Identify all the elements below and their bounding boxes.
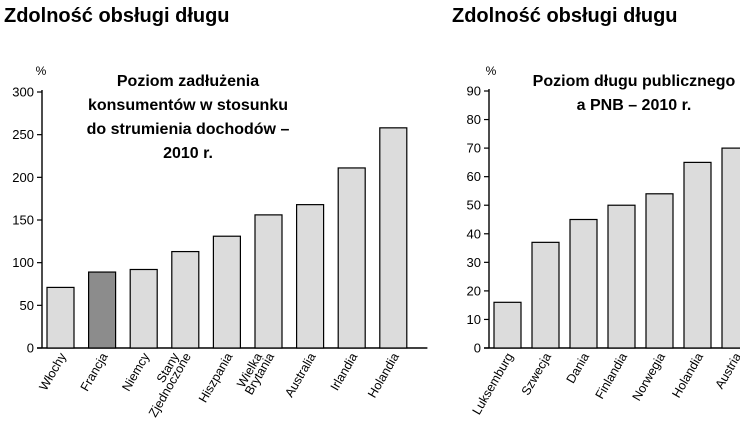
x-category-label: Austria: [713, 350, 740, 391]
bar-5: [683, 161, 712, 349]
x-category-label: Luksemburg: [470, 350, 517, 417]
bar-3: [171, 250, 200, 349]
chart-title: Zdolność obsługi długu: [452, 5, 678, 27]
bar-2: [129, 268, 158, 349]
x-category-label: Francja: [78, 350, 111, 393]
x-category-label: Niemcy: [119, 350, 152, 394]
y-tick-label: 200: [12, 170, 34, 185]
y-axis-unit: %: [486, 64, 497, 78]
x-category-label: Hiszpania: [196, 350, 236, 405]
x-category-label: Finlandia: [593, 350, 631, 401]
bar-0: [493, 301, 522, 349]
bar-7: [337, 167, 366, 349]
bar-6: [296, 204, 325, 349]
y-tick-label: 100: [12, 255, 34, 270]
x-category-label: Irlandia: [328, 350, 361, 393]
y-tick-label: 30: [467, 255, 481, 270]
y-tick-label: 60: [467, 169, 481, 184]
y-tick-label: 40: [467, 226, 481, 241]
bar-2: [569, 218, 598, 349]
y-tick-label: 150: [12, 213, 34, 228]
x-category-label: Szwecja: [519, 350, 554, 397]
chart-subtitle-line: Poziom długu publicznego: [533, 73, 736, 90]
bar-0: [46, 286, 75, 349]
y-tick-label: 50: [20, 298, 34, 313]
y-tick-label: 50: [467, 198, 481, 213]
y-tick-label: 0: [474, 341, 481, 356]
bar-4: [645, 193, 674, 349]
x-category-label: Włochy: [36, 350, 69, 393]
y-tick-label: 20: [467, 283, 481, 298]
chart-title: Zdolność obsługi długu: [4, 5, 230, 27]
bar-1: [531, 241, 560, 349]
chart-subtitle-line: konsumentów w stosunku: [88, 97, 288, 114]
x-category-label: Holandia: [669, 350, 706, 400]
bar-3: [607, 204, 636, 349]
y-tick-label: 80: [467, 112, 481, 127]
chart-subtitle-line: do strumienia dochodów –: [87, 121, 290, 138]
y-tick-label: 70: [467, 141, 481, 156]
y-tick-label: 300: [12, 85, 34, 100]
y-tick-label: 250: [12, 127, 34, 142]
y-tick-label: 10: [467, 312, 481, 327]
bar-6: [721, 147, 740, 349]
x-category-label: Dania: [564, 350, 592, 385]
y-tick-label: 0: [27, 341, 34, 356]
y-tick-label: 90: [467, 84, 481, 99]
chart-subtitle-line: a PNB – 2010 r.: [577, 97, 692, 114]
x-category-label: Norwegia: [630, 350, 669, 403]
bar-5: [254, 214, 283, 349]
x-category-label: Holandia: [365, 350, 402, 400]
bar-1: [87, 271, 117, 349]
chart-subtitle-line: Poziom zadłużenia: [117, 73, 259, 90]
bar-8: [379, 127, 408, 349]
y-axis-unit: %: [36, 64, 47, 78]
chart-subtitle-line: 2010 r.: [163, 145, 213, 162]
bar-4: [212, 235, 241, 349]
x-category-label: Australia: [282, 350, 318, 399]
